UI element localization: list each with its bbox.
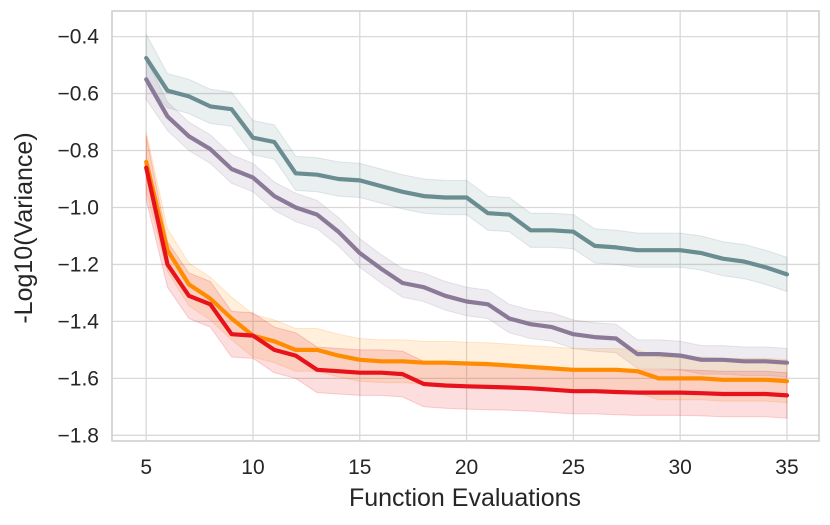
band-purple [145, 59, 788, 378]
series-line-purple [144, 77, 790, 365]
band-red [145, 135, 788, 419]
plot-area-background [112, 11, 819, 441]
series-line-teal [144, 55, 790, 277]
x-tick-label: 25 [562, 456, 585, 479]
x-tick-label: 5 [140, 456, 152, 479]
x-axis-ticks: 5 10 15 20 25 30 35 [140, 456, 798, 479]
y-tick-label: −0.4 [58, 26, 100, 49]
y-tick-label: −1.8 [58, 424, 99, 447]
y-tick-label: −1.6 [58, 367, 99, 390]
y-tick-label: −0.8 [58, 140, 99, 163]
x-tick-label: 20 [455, 456, 478, 479]
y-tick-label: −1.4 [58, 310, 100, 333]
x-tick-label: 30 [668, 456, 691, 479]
band-orange [145, 131, 788, 404]
y-tick-label: −0.6 [58, 83, 99, 106]
x-tick-label: 15 [348, 456, 371, 479]
x-tick-label: 35 [775, 456, 798, 479]
x-axis-label: Function Evaluations [349, 484, 581, 512]
x-tick-label: 10 [241, 456, 264, 479]
y-axis-label: -Log10(Variance) [10, 132, 38, 323]
confidence-bands [145, 33, 788, 419]
y-tick-label: −1.0 [58, 196, 99, 219]
y-axis-ticks: −0.4 −0.6 −0.8 −1.0 −1.2 −1.4 −1.6 −1.8 [58, 26, 100, 448]
grid-lines [112, 11, 819, 441]
plot-frame [111, 10, 820, 442]
y-tick-label: −1.2 [58, 253, 99, 276]
series-line-red [144, 165, 790, 398]
band-teal [145, 33, 788, 293]
series-lines [144, 55, 790, 398]
